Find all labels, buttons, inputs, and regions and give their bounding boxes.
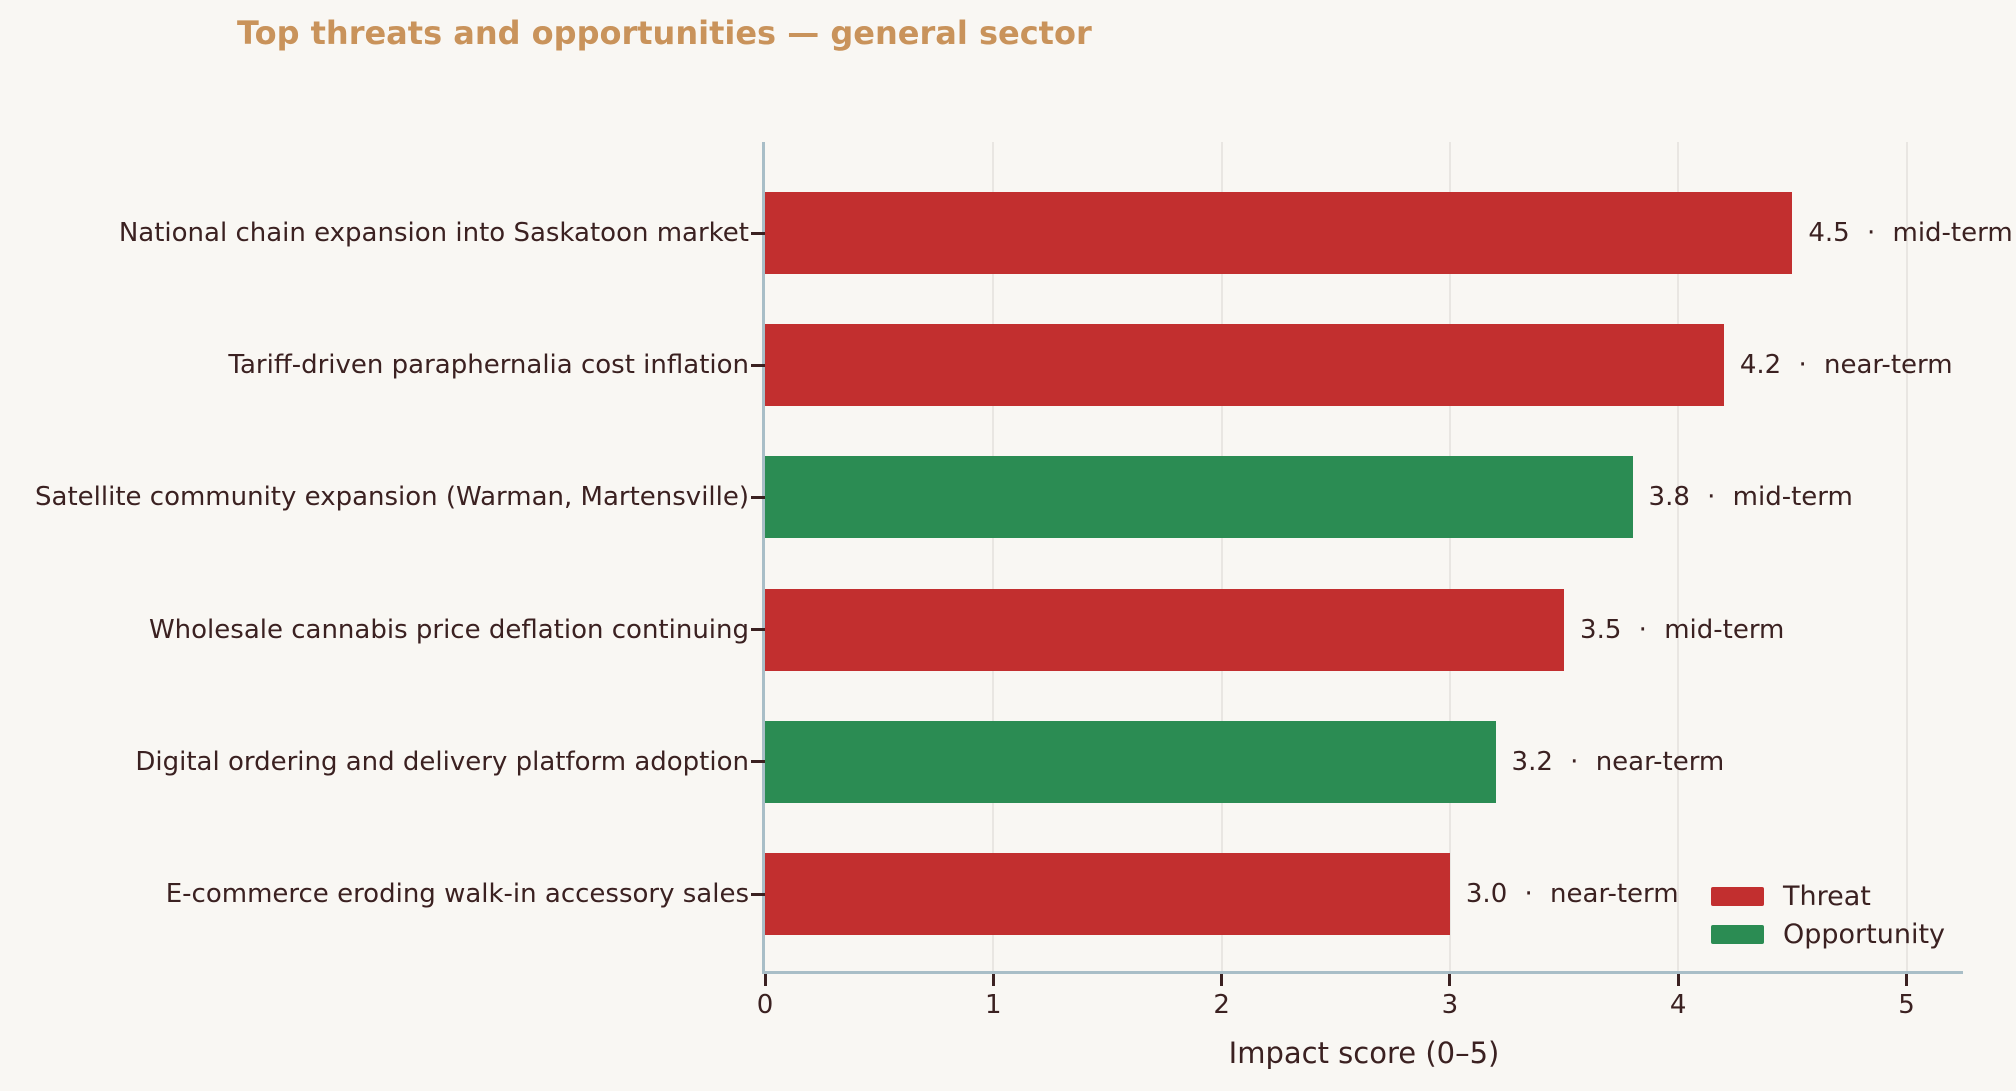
bar [765, 588, 1565, 671]
bar [765, 324, 1724, 407]
x-tick-label: 4 [1669, 990, 1687, 1020]
y-tick-label: Tariff-driven paraphernalia cost inflati… [228, 350, 749, 381]
y-tick-mark [751, 495, 765, 499]
bar [765, 853, 1450, 935]
y-tick-label: Digital ordering and delivery platform a… [135, 746, 749, 777]
bar-value-label: 4.2 · near-term [1739, 350, 1953, 381]
bar-value-label: 3.0 · near-term [1465, 879, 1679, 909]
y-tick-label: Satellite community expansion (Warman, M… [35, 482, 749, 513]
y-tick-mark [751, 231, 765, 235]
y-tick-mark [751, 628, 765, 632]
legend-item-opportunity: Opportunity [1711, 915, 1945, 953]
bar [765, 456, 1633, 539]
y-axis-line [762, 142, 765, 974]
opportunity-color-swatch [1711, 924, 1764, 944]
gridline [1905, 142, 1908, 971]
x-tick-mark [1448, 974, 1452, 986]
x-axis-title: Impact score (0–5) [1228, 1036, 1500, 1070]
gridline [1448, 142, 1451, 971]
legend-item-threat: Threat [1711, 877, 1945, 915]
legend-label-opportunity: Opportunity [1783, 918, 1946, 950]
x-tick-mark [991, 974, 995, 986]
x-tick-label: 3 [1441, 990, 1459, 1020]
legend-label-threat: Threat [1783, 880, 1871, 912]
chart-title: Top threats and opportunities — general … [237, 14, 1092, 52]
x-tick-mark [1676, 974, 1680, 986]
x-tick-mark [1220, 974, 1224, 986]
bar [765, 192, 1793, 274]
plot-area: 4.5 · mid-term 4.2 · near-term 3.8 · mid-t… [762, 142, 2013, 974]
bar-value-label: 3.8 · mid-term [1648, 482, 1853, 513]
gridline [1220, 142, 1223, 971]
y-tick-label: Wholesale cannabis price deflation conti… [148, 614, 749, 645]
bar-value-label: 3.2 · near-term [1511, 746, 1725, 777]
bar [765, 720, 1496, 803]
y-tick-mark [751, 363, 765, 367]
x-tick-mark [763, 974, 767, 986]
bar-value-label: 3.5 · mid-term [1580, 614, 1785, 645]
legend: Threat Opportunity [1711, 877, 1945, 953]
x-axis-line [762, 971, 1963, 974]
gridline [992, 142, 995, 971]
x-tick-label: 5 [1898, 990, 1915, 1020]
x-tick-label: 0 [756, 990, 774, 1020]
x-tick-mark [1905, 974, 1908, 986]
y-tick-label: E-commerce eroding walk-in accessory sal… [165, 879, 749, 909]
bar-value-label: 4.5 · mid-term [1808, 218, 2013, 248]
y-tick-mark [751, 760, 765, 764]
x-tick-label: 1 [985, 990, 1002, 1020]
y-tick-label: National chain expansion into Saskatoon … [118, 218, 749, 248]
y-tick-mark [751, 892, 765, 896]
x-tick-label: 2 [1213, 990, 1230, 1020]
gridline [1677, 142, 1680, 971]
threat-color-swatch [1711, 886, 1764, 906]
